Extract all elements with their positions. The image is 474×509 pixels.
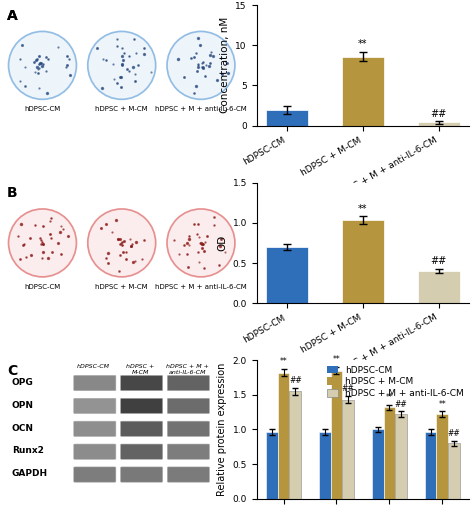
FancyBboxPatch shape bbox=[167, 399, 210, 413]
FancyBboxPatch shape bbox=[120, 444, 163, 459]
Circle shape bbox=[9, 209, 76, 277]
Y-axis label: Relative protein expression: Relative protein expression bbox=[217, 363, 227, 496]
Text: ##: ## bbox=[394, 400, 407, 409]
FancyBboxPatch shape bbox=[120, 467, 163, 482]
FancyBboxPatch shape bbox=[74, 467, 116, 482]
Bar bbox=[383, 407, 395, 499]
Circle shape bbox=[88, 209, 155, 277]
Text: hDPSC + M + anti-IL-6-CM: hDPSC + M + anti-IL-6-CM bbox=[155, 106, 247, 112]
Bar bbox=[331, 371, 342, 499]
Text: GAPDH: GAPDH bbox=[12, 469, 48, 478]
Text: **: ** bbox=[280, 357, 288, 366]
Bar bbox=[448, 443, 460, 499]
FancyBboxPatch shape bbox=[120, 399, 163, 413]
Bar bbox=[395, 414, 407, 499]
Bar bbox=[290, 391, 301, 499]
Circle shape bbox=[9, 32, 76, 99]
FancyBboxPatch shape bbox=[74, 376, 116, 391]
Text: A: A bbox=[7, 9, 18, 23]
FancyBboxPatch shape bbox=[167, 444, 210, 459]
FancyBboxPatch shape bbox=[167, 421, 210, 436]
FancyBboxPatch shape bbox=[74, 399, 116, 413]
Text: hDPSC + M +
anti-IL-6-CM: hDPSC + M + anti-IL-6-CM bbox=[166, 364, 209, 375]
Bar bbox=[266, 247, 308, 303]
Bar bbox=[437, 414, 448, 499]
FancyBboxPatch shape bbox=[167, 376, 210, 391]
Legend: hDPSC-CM, hDPSC + M-CM, hDPSC + M + anti-IL-6-CM: hDPSC-CM, hDPSC + M-CM, hDPSC + M + anti… bbox=[323, 362, 467, 402]
Bar bbox=[266, 432, 278, 499]
Bar bbox=[319, 432, 331, 499]
FancyBboxPatch shape bbox=[74, 444, 116, 459]
Bar bbox=[278, 373, 290, 499]
Text: Runx2: Runx2 bbox=[12, 446, 44, 456]
Text: ##: ## bbox=[289, 376, 301, 385]
Text: **: ** bbox=[385, 393, 393, 402]
Text: hDPSC + M-CM: hDPSC + M-CM bbox=[95, 106, 148, 112]
Text: OPG: OPG bbox=[12, 378, 34, 387]
Text: hDPSC-CM: hDPSC-CM bbox=[24, 284, 61, 290]
Bar bbox=[342, 220, 384, 303]
Text: hDPSC +
M-CM: hDPSC + M-CM bbox=[126, 364, 155, 375]
Text: hDPSC + M-CM: hDPSC + M-CM bbox=[95, 284, 148, 290]
Y-axis label: Concentration, nM: Concentration, nM bbox=[220, 17, 230, 114]
Bar bbox=[425, 432, 437, 499]
FancyBboxPatch shape bbox=[74, 421, 116, 436]
Text: ##: ## bbox=[342, 384, 355, 393]
Text: OPN: OPN bbox=[12, 401, 34, 410]
Text: ##: ## bbox=[430, 109, 447, 119]
FancyBboxPatch shape bbox=[120, 376, 163, 391]
FancyBboxPatch shape bbox=[120, 421, 163, 436]
Text: OCN: OCN bbox=[12, 423, 34, 433]
Text: hDPSC-CM: hDPSC-CM bbox=[77, 364, 110, 370]
Bar bbox=[372, 430, 383, 499]
Text: ##: ## bbox=[447, 429, 460, 438]
Text: hDPSC-CM: hDPSC-CM bbox=[24, 106, 61, 112]
Bar bbox=[266, 109, 308, 126]
Bar bbox=[342, 56, 384, 126]
Text: **: ** bbox=[333, 355, 340, 364]
Circle shape bbox=[88, 32, 155, 99]
Y-axis label: OD: OD bbox=[217, 235, 227, 251]
Text: ##: ## bbox=[430, 256, 447, 266]
Circle shape bbox=[167, 32, 235, 99]
Circle shape bbox=[167, 209, 235, 277]
Bar bbox=[418, 123, 460, 126]
Text: **: ** bbox=[438, 400, 446, 409]
Text: A: A bbox=[7, 9, 18, 23]
Text: **: ** bbox=[358, 204, 368, 214]
Text: B: B bbox=[7, 186, 18, 200]
FancyBboxPatch shape bbox=[167, 467, 210, 482]
Bar bbox=[418, 271, 460, 303]
Bar bbox=[342, 400, 354, 499]
Text: **: ** bbox=[358, 39, 368, 49]
Text: C: C bbox=[7, 364, 18, 378]
Text: hDPSC + M + anti-IL-6-CM: hDPSC + M + anti-IL-6-CM bbox=[155, 284, 247, 290]
